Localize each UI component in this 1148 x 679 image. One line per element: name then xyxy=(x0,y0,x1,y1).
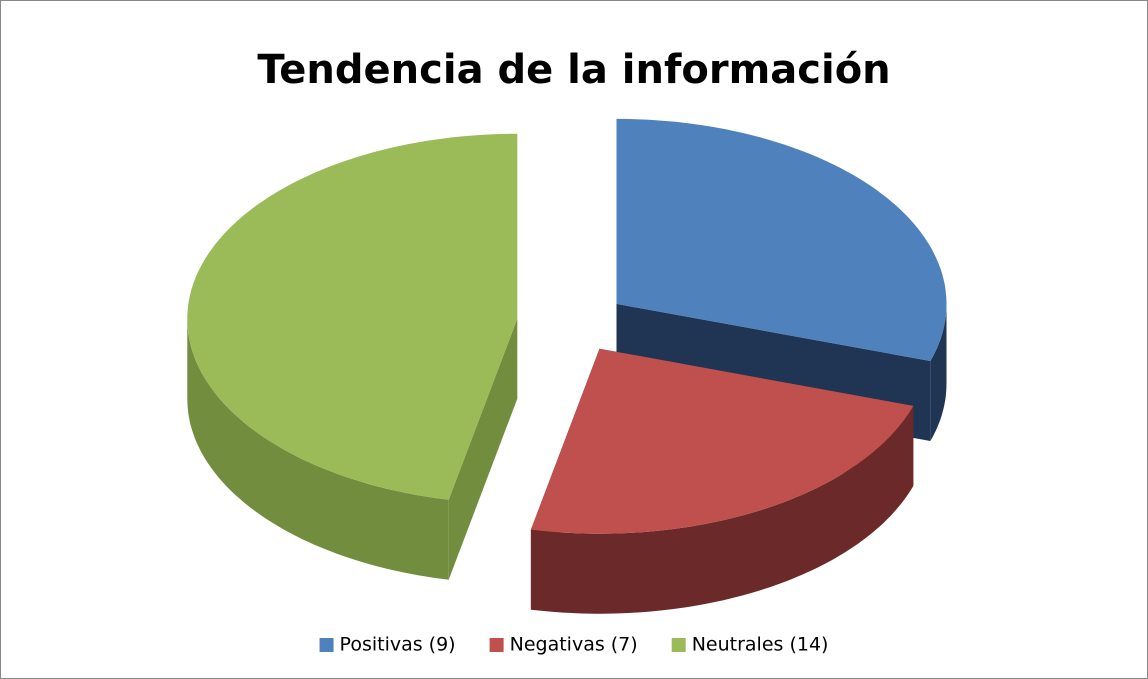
slice-side xyxy=(187,318,449,580)
legend-label: Neutrales (14) xyxy=(692,634,829,656)
slice-side xyxy=(530,405,914,614)
legend-swatch xyxy=(671,638,686,652)
slice xyxy=(187,133,518,500)
slice xyxy=(616,118,947,362)
legend-swatch xyxy=(319,638,334,652)
chart-title: Tendencia de la información xyxy=(257,47,890,93)
legend-label: Negativas (7) xyxy=(510,634,638,656)
slice-cut-face xyxy=(448,318,518,580)
legend-label: Positivas (9) xyxy=(340,634,456,656)
slice-side xyxy=(930,303,947,441)
legend-swatch xyxy=(489,638,504,652)
slice xyxy=(530,348,914,534)
